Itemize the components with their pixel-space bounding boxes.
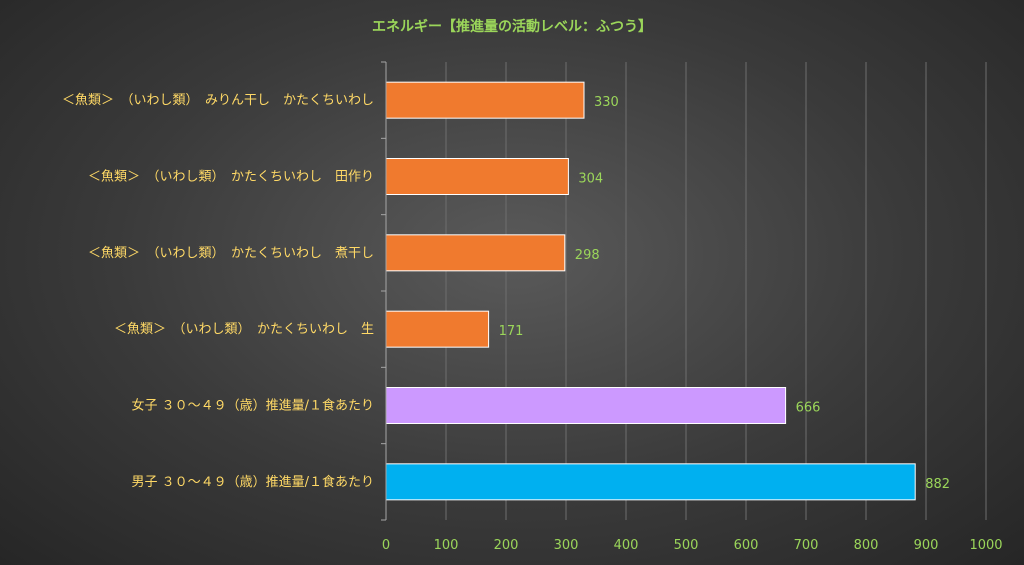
category-label: ＜魚類＞ （いわし類） かたくちいわし 煮干し bbox=[88, 246, 374, 261]
category-label: 女子 ３０～４９（歳）推進量/１食あたり bbox=[131, 398, 374, 414]
data-label: 171 bbox=[499, 324, 524, 339]
gridlines bbox=[445, 62, 987, 520]
chart-title: エネルギー【推進量の活動レベル：ふつう】 bbox=[372, 18, 652, 35]
x-tick-labels: 0 100 200 300 400 500 600 700 800 900 1000 bbox=[382, 538, 1003, 553]
category-axis bbox=[381, 61, 387, 521]
data-label: 304 bbox=[578, 172, 603, 187]
category-label: ＜魚類＞ （いわし類） かたくちいわし 田作り bbox=[88, 170, 374, 185]
bar bbox=[385, 81, 585, 119]
bar bbox=[385, 387, 787, 424]
category-labels: ＜魚類＞ （いわし類） みりん干し かたくちいわし ＜魚類＞ （いわし類） かたく… bbox=[62, 93, 374, 490]
x-tick-label: 300 bbox=[554, 538, 579, 553]
data-label: 666 bbox=[796, 401, 821, 416]
data-labels: 330 304 298 171 666 882 bbox=[499, 95, 950, 492]
x-tick-label: 800 bbox=[854, 538, 879, 553]
x-tick-label: 900 bbox=[914, 538, 939, 553]
x-tick-label: 0 bbox=[382, 538, 390, 553]
bars bbox=[385, 81, 916, 501]
bar bbox=[385, 463, 916, 501]
bar bbox=[385, 158, 569, 195]
data-label: 298 bbox=[575, 248, 600, 263]
x-tick-label: 500 bbox=[674, 538, 699, 553]
data-label: 330 bbox=[594, 95, 619, 110]
bar bbox=[385, 234, 566, 272]
category-label: ＜魚類＞ （いわし類） かたくちいわし 生 bbox=[114, 322, 374, 337]
x-tick-label: 100 bbox=[434, 538, 459, 553]
x-tick-label: 1000 bbox=[969, 538, 1002, 553]
bar bbox=[385, 310, 490, 348]
category-label: 男子 ３０～４９（歳）推進量/１食あたり bbox=[131, 474, 374, 490]
x-tick-label: 700 bbox=[794, 538, 819, 553]
x-tick-label: 200 bbox=[494, 538, 519, 553]
category-label: ＜魚類＞ （いわし類） みりん干し かたくちいわし bbox=[62, 93, 374, 108]
data-label: 882 bbox=[925, 477, 950, 492]
x-tick-label: 600 bbox=[734, 538, 759, 553]
x-tick-label: 400 bbox=[614, 538, 639, 553]
